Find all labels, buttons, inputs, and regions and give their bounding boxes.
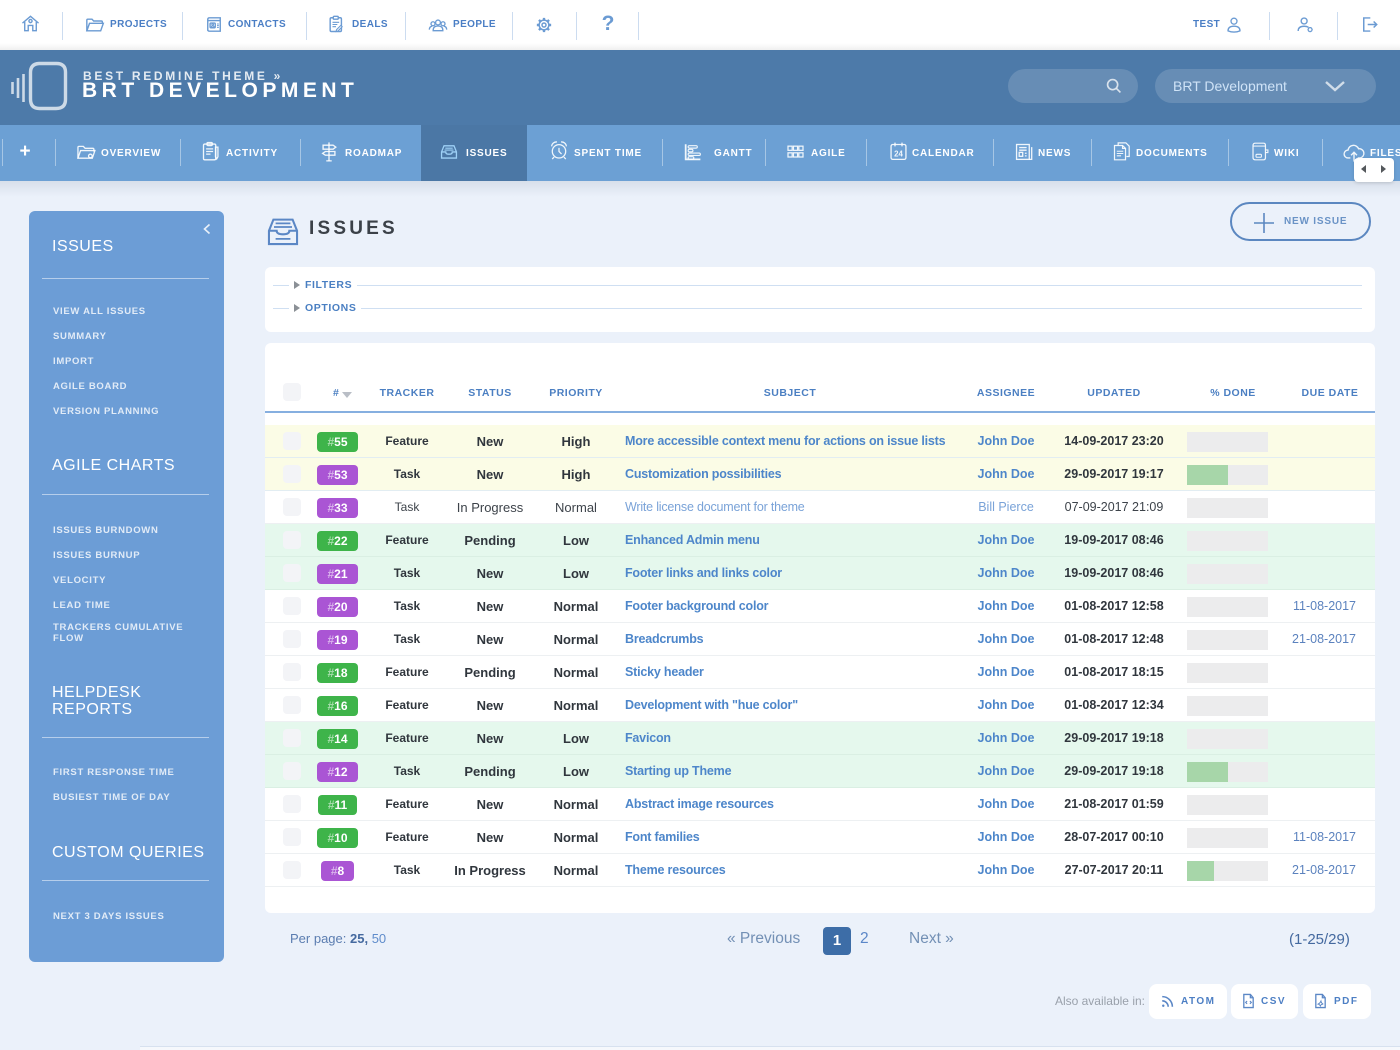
svg-text:24: 24 <box>894 149 903 158</box>
